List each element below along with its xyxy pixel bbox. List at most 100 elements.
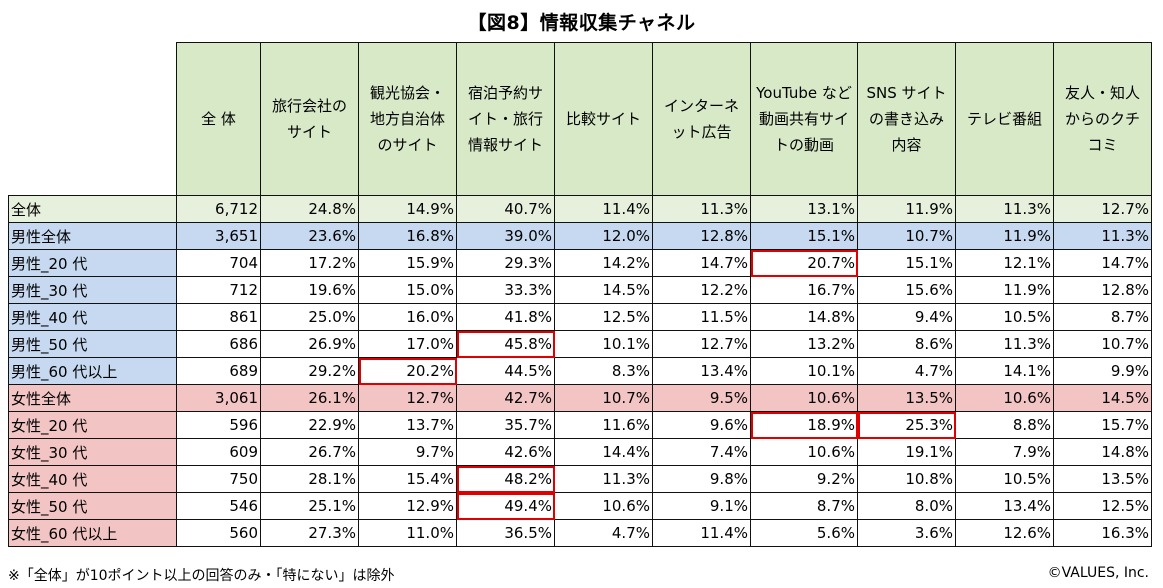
table-cell: 10.1%	[750, 357, 858, 385]
table-row: 男性_30 代 712 19.6% 15.0% 33.3% 14.5% 12.2% 16.7%…	[8, 276, 1152, 304]
table-cell: 12.7%	[652, 330, 751, 358]
highlighted-cell: 49.4%	[456, 492, 555, 520]
table-cell: 7.4%	[652, 438, 751, 466]
table-cell: 11.5%	[652, 303, 751, 331]
chart-title: 【図8】情報収集チャネル	[467, 12, 696, 34]
table-cell: 14.1%	[955, 357, 1054, 385]
table-cell: 546	[176, 492, 261, 520]
table-cell: 44.5%	[456, 357, 555, 385]
column-header: テレビ番組	[955, 42, 1054, 196]
row-label: 女性_50 代	[8, 492, 177, 520]
table-cell: 3,651	[176, 222, 261, 250]
table-cell: 16.8%	[358, 222, 457, 250]
table-cell: 39.0%	[456, 222, 555, 250]
table-row: 女性_50 代 546 25.1% 12.9% 49.4% 10.6% 9.1% 8.7% 8.…	[8, 492, 1152, 520]
table-cell: 11.6%	[554, 411, 653, 439]
table-row: 女性_20 代 596 22.9% 13.7% 35.7% 11.6% 9.6% 18.9% 2…	[8, 411, 1152, 439]
table-cell: 11.0%	[358, 519, 457, 547]
table-cell: 15.9%	[358, 249, 457, 277]
table-cell: 9.1%	[652, 492, 751, 520]
table-cell: 11.9%	[955, 222, 1054, 250]
table-cell: 4.7%	[857, 357, 956, 385]
table-cell: 28.1%	[260, 465, 359, 493]
table-cell: 7.9%	[955, 438, 1054, 466]
table-row: 全体 6,712 24.8% 14.9% 40.7% 11.4% 11.3% 13.1% 11.…	[8, 195, 1152, 223]
table-cell: 15.1%	[857, 249, 956, 277]
table-cell: 17.2%	[260, 249, 359, 277]
table-cell: 25.0%	[260, 303, 359, 331]
table-cell: 8.0%	[857, 492, 956, 520]
column-header: インターネット広告	[652, 42, 751, 196]
data-table: 全 体旅行会社のサイト 観光協会・地方自治体のサイト 宿泊予約サイト・旅行情報サイト…	[8, 42, 1152, 547]
table-cell: 8.6%	[857, 330, 956, 358]
table-cell: 11.3%	[955, 330, 1054, 358]
table-cell: 15.4%	[358, 465, 457, 493]
table-row: 男性_40 代 861 25.0% 16.0% 41.8% 12.5% 11.5% 14.8%…	[8, 303, 1152, 331]
table-cell: 10.7%	[1053, 330, 1152, 358]
table-row: 男性全体 3,651 23.6% 16.8% 39.0% 12.0% 12.8% 15.1% 1…	[8, 222, 1152, 250]
footnote: ※「全体」が10ポイント以上の回答のみ・「特にない」は除外	[8, 568, 395, 584]
table-cell: 10.6%	[750, 438, 858, 466]
table-row: 女性_60 代以上 560 27.3% 11.0% 36.5% 4.7% 11.4% 5.6%…	[8, 519, 1152, 547]
row-label: 男性_60 代以上	[8, 357, 177, 385]
table-cell: 11.3%	[1053, 222, 1152, 250]
table-row: 男性_50 代 686 26.9% 17.0% 45.8% 10.1% 12.7% 13.2%…	[8, 330, 1152, 358]
highlighted-cell: 48.2%	[456, 465, 555, 493]
table-cell: 10.5%	[955, 303, 1054, 331]
table-cell: 11.3%	[955, 195, 1054, 223]
row-label: 全体	[8, 195, 177, 223]
row-label: 男性_40 代	[8, 303, 177, 331]
row-label: 男性全体	[8, 222, 177, 250]
table-cell: 12.7%	[1053, 195, 1152, 223]
table-body: 全体 6,712 24.8% 14.9% 40.7% 11.4% 11.3% 13.1% 11.…	[8, 195, 1152, 547]
table-cell: 9.6%	[652, 411, 751, 439]
table-row: 女性全体 3,061 26.1% 12.7% 42.7% 10.7% 9.5% 10.6% 13…	[8, 384, 1152, 412]
column-header: SNS サイトの書き込み内容	[857, 42, 956, 196]
table-row: 男性_20 代 704 17.2% 15.9% 29.3% 14.2% 14.7% 20.7%…	[8, 249, 1152, 277]
table-cell: 25.1%	[260, 492, 359, 520]
table-cell: 11.4%	[554, 195, 653, 223]
table-cell: 596	[176, 411, 261, 439]
table-cell: 704	[176, 249, 261, 277]
table-cell: 13.5%	[1053, 465, 1152, 493]
table-row: 男性_60 代以上 689 29.2% 20.2% 44.5% 8.3% 13.4% 10.1…	[8, 357, 1152, 385]
table-cell: 13.5%	[857, 384, 956, 412]
column-header: YouTube など動画共有サイトの動画	[750, 42, 858, 196]
table-cell: 22.9%	[260, 411, 359, 439]
highlighted-cell: 25.3%	[857, 411, 956, 439]
table-cell: 15.1%	[750, 222, 858, 250]
table-cell: 13.2%	[750, 330, 858, 358]
header-corner	[8, 42, 177, 196]
table-cell: 861	[176, 303, 261, 331]
table-cell: 14.2%	[554, 249, 653, 277]
table-cell: 36.5%	[456, 519, 555, 547]
table-cell: 15.6%	[857, 276, 956, 304]
table-cell: 12.0%	[554, 222, 653, 250]
table-cell: 10.8%	[857, 465, 956, 493]
table-cell: 750	[176, 465, 261, 493]
table-cell: 9.7%	[358, 438, 457, 466]
table-cell: 26.1%	[260, 384, 359, 412]
row-label: 男性_50 代	[8, 330, 177, 358]
column-header: 比較サイト	[554, 42, 653, 196]
row-label: 女性_60 代以上	[8, 519, 177, 547]
row-label: 男性_30 代	[8, 276, 177, 304]
table-cell: 29.2%	[260, 357, 359, 385]
table-cell: 14.7%	[652, 249, 751, 277]
table-cell: 33.3%	[456, 276, 555, 304]
table-cell: 3.6%	[857, 519, 956, 547]
table-cell: 19.6%	[260, 276, 359, 304]
table-cell: 42.6%	[456, 438, 555, 466]
table-cell: 609	[176, 438, 261, 466]
table-cell: 12.1%	[955, 249, 1054, 277]
highlighted-cell: 20.7%	[750, 249, 858, 277]
table-cell: 13.7%	[358, 411, 457, 439]
table-row: 女性_30 代 609 26.7% 9.7% 42.6% 14.4% 7.4% 10.6% 19…	[8, 438, 1152, 466]
header-row: 全 体旅行会社のサイト 観光協会・地方自治体のサイト 宿泊予約サイト・旅行情報サイト…	[8, 42, 1152, 196]
table-cell: 12.8%	[652, 222, 751, 250]
table-cell: 10.7%	[857, 222, 956, 250]
table-cell: 35.7%	[456, 411, 555, 439]
table-cell: 41.8%	[456, 303, 555, 331]
table-cell: 12.8%	[1053, 276, 1152, 304]
table-cell: 686	[176, 330, 261, 358]
